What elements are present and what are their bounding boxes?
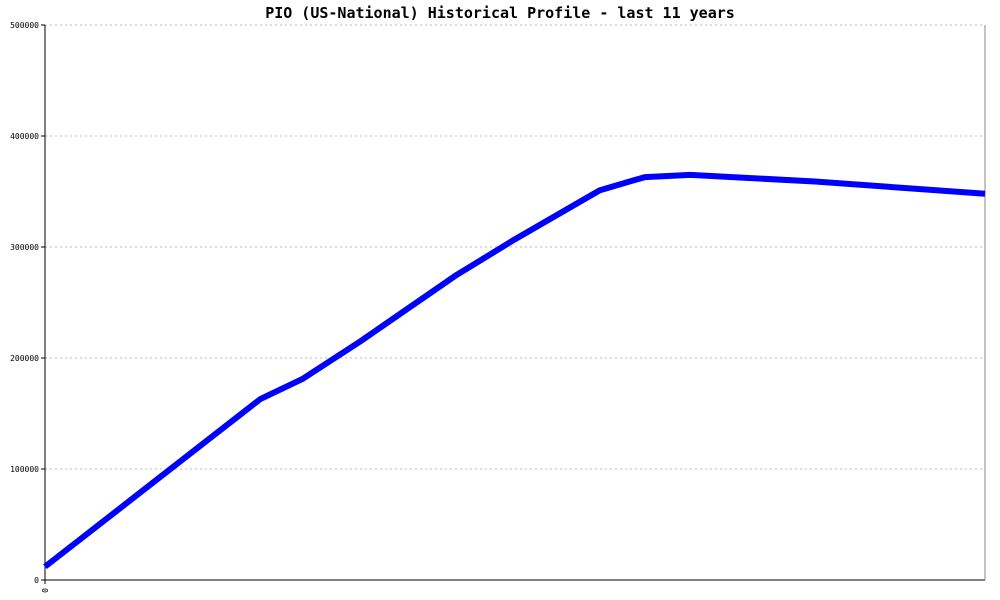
y-tick-label: 100000 bbox=[10, 465, 39, 474]
chart-title: PIO (US-National) Historical Profile - l… bbox=[265, 4, 735, 22]
y-tick-label: 400000 bbox=[10, 132, 39, 141]
y-tick-label: 200000 bbox=[10, 354, 39, 363]
y-tick-label: 0 bbox=[34, 576, 39, 585]
x-tick-label: 0 bbox=[41, 588, 50, 593]
y-tick-label: 300000 bbox=[10, 243, 39, 252]
y-tick-label: 500000 bbox=[10, 21, 39, 30]
data-line bbox=[43, 171, 986, 570]
